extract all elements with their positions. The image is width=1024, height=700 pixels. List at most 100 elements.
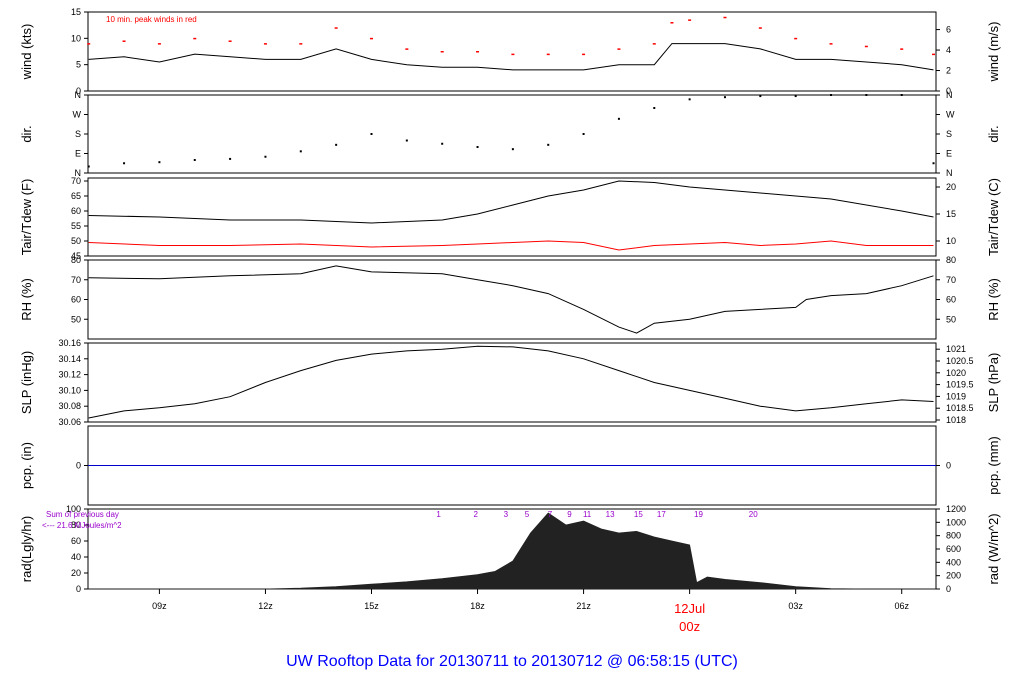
- y-tick-label-left: N: [75, 90, 82, 100]
- y-axis-label-right: Tair/Tdew (C): [986, 178, 1001, 256]
- y-tick-label-right: N: [946, 90, 953, 100]
- y-tick-label-right: 50: [946, 314, 956, 324]
- y-tick-label-right: 4: [946, 45, 951, 55]
- y-tick-label-right: 1020.5: [946, 356, 974, 366]
- x-tick-label: 21z: [576, 601, 591, 611]
- series-line-rh: [88, 265, 934, 334]
- direction-point: [617, 117, 620, 120]
- hour-marker: 9: [567, 510, 572, 519]
- peak-wind-mark: [617, 48, 621, 50]
- y-tick-label-left: 0: [76, 86, 81, 96]
- y-tick-label-right: 2: [946, 66, 951, 76]
- y-axis-label-right: SLP (hPa): [986, 353, 1001, 413]
- y-tick-label-left: 80: [71, 255, 81, 265]
- hour-marker: 5: [525, 510, 530, 519]
- direction-point: [794, 95, 797, 98]
- y-tick-label-right: 1021: [946, 344, 966, 354]
- direction-point: [87, 165, 90, 168]
- y-tick-label-right: 0: [946, 461, 951, 471]
- peak-wind-mark: [263, 43, 267, 45]
- y-tick-label-left: 80: [71, 520, 81, 530]
- direction-point: [299, 150, 302, 153]
- peak-wind-mark: [688, 19, 692, 21]
- peak-wind-mark: [758, 27, 762, 29]
- hour-marker: 15: [634, 510, 643, 519]
- hour-marker: 17: [657, 510, 666, 519]
- peak-wind-mark: [723, 16, 727, 19]
- y-tick-label-left: 60: [71, 536, 81, 546]
- y-tick-label-right: W: [946, 110, 955, 120]
- y-tick-label-left: 30.10: [58, 385, 81, 395]
- y-tick-label-left: 55: [71, 221, 81, 231]
- x-tick-label: 09z: [152, 601, 167, 611]
- x-tick-label: 03z: [788, 601, 803, 611]
- y-tick-label-left: 50: [71, 314, 81, 324]
- y-tick-label-right: 60: [946, 295, 956, 305]
- direction-point: [723, 96, 726, 99]
- peak-wind-mark: [87, 43, 91, 45]
- y-axis-label-right: rad (W/m^2): [986, 513, 1001, 584]
- peak-wind-mark: [369, 37, 373, 40]
- y-tick-label-left: N: [75, 168, 82, 178]
- hour-marker: 11: [583, 510, 592, 519]
- y-tick-label-right: 1200: [946, 504, 966, 514]
- direction-point: [476, 146, 479, 148]
- direction-point: [158, 161, 161, 164]
- direction-point: [759, 95, 762, 98]
- direction-point: [582, 133, 585, 135]
- y-tick-label-right: 1000: [946, 517, 966, 527]
- y-tick-label-left: 10: [71, 33, 81, 43]
- y-axis-label-right: wind (m/s): [986, 22, 1001, 83]
- peak-wind-mark: [546, 53, 550, 56]
- series-line-tair: [88, 180, 934, 224]
- direction-point: [511, 148, 514, 151]
- y-tick-label-left: 70: [71, 176, 81, 186]
- x-tick-label: 18z: [470, 601, 485, 611]
- panel-frame: [87, 342, 937, 423]
- y-tick-label-left: 30.14: [58, 354, 81, 364]
- y-tick-label-left: 30.06: [58, 417, 81, 427]
- y-tick-label-left: W: [73, 110, 82, 120]
- x-tick-label: 12z: [258, 601, 273, 611]
- peak-wind-mark: [405, 48, 409, 50]
- panel-frame: [87, 177, 937, 257]
- y-tick-label-left: 30.08: [58, 401, 81, 411]
- series-line-slp: [88, 345, 934, 419]
- y-tick-label-left: 5: [76, 60, 81, 70]
- y-axis-label-right: dir.: [986, 125, 1001, 142]
- hour-marker: 1: [436, 510, 441, 519]
- x-date-label: 12Jul: [674, 601, 705, 616]
- x-axis: 09z 12z 15z 18z 21z 12Jul 00z 03z 06z: [152, 589, 909, 634]
- y-tick-label-right: 1019.5: [946, 380, 974, 390]
- y-axis-label-left: rad(Lgly/hr): [19, 516, 34, 582]
- direction-point: [900, 94, 903, 96]
- direction-point: [229, 157, 232, 160]
- y-tick-label-right: 600: [946, 544, 961, 554]
- y-tick-label-right: 200: [946, 571, 961, 581]
- x-tick-label: 06z: [894, 601, 909, 611]
- peak-wind-annotation: 10 min. peak winds in red: [106, 15, 197, 24]
- peak-wind-mark: [864, 45, 868, 48]
- direction-point: [865, 94, 868, 96]
- y-tick-label-right: 70: [946, 275, 956, 285]
- y-axis-label-left: pcp. (in): [19, 442, 34, 489]
- peak-wind-mark: [511, 53, 515, 56]
- direction-point: [653, 107, 656, 109]
- y-tick-label-left: 45: [71, 251, 81, 261]
- y-axis-label-right: pcp. (mm): [986, 436, 1001, 495]
- y-tick-label-right: 400: [946, 557, 961, 567]
- y-tick-label-left: 40: [71, 552, 81, 562]
- y-tick-label-right: 0: [946, 86, 951, 96]
- hour-marker: 20: [749, 510, 758, 519]
- panel-rh: RH (%) RH (%) 50 60 70 80 50 60 70 80: [19, 255, 1001, 340]
- y-tick-label-right: 10: [946, 236, 956, 246]
- y-axis-label-left: dir.: [19, 125, 34, 142]
- y-tick-label-right: 1019: [946, 391, 966, 401]
- direction-point: [123, 162, 126, 165]
- hour-marker: 3: [504, 510, 509, 519]
- direction-point: [193, 159, 196, 161]
- direction-point: [335, 143, 338, 146]
- y-tick-label-right: 15: [946, 209, 956, 219]
- direction-point: [405, 139, 408, 142]
